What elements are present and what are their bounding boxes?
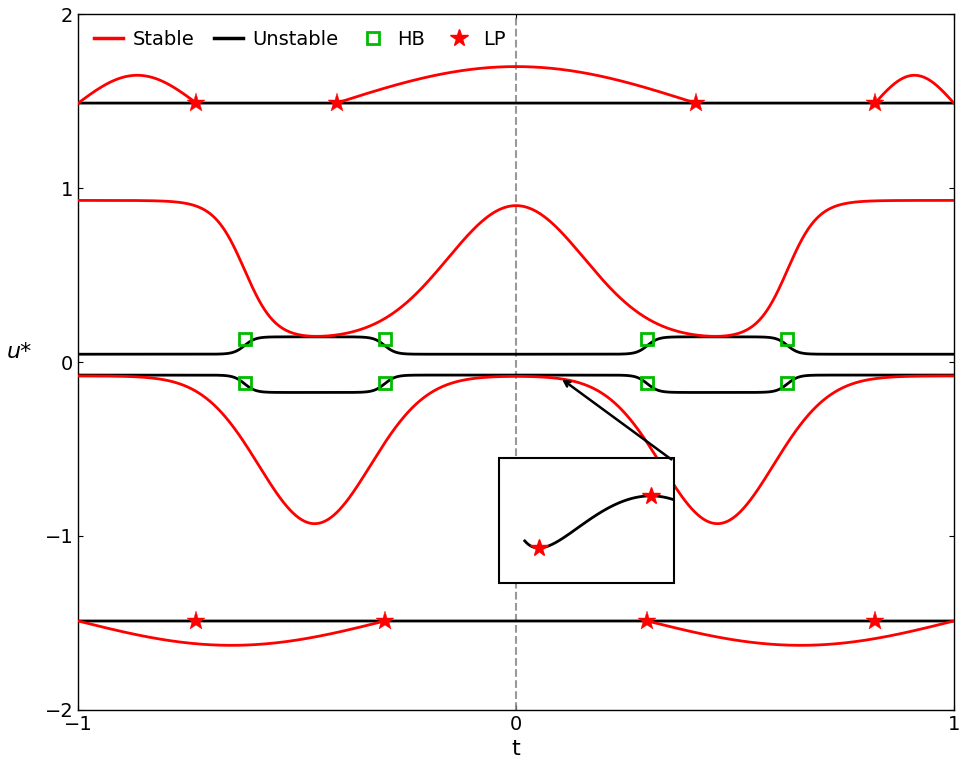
X-axis label: t: t [512,739,520,759]
Bar [499,457,674,583]
Legend: Stable, Unstable, HB, LP: Stable, Unstable, HB, LP [88,25,512,55]
Y-axis label: u*: u* [7,342,32,362]
